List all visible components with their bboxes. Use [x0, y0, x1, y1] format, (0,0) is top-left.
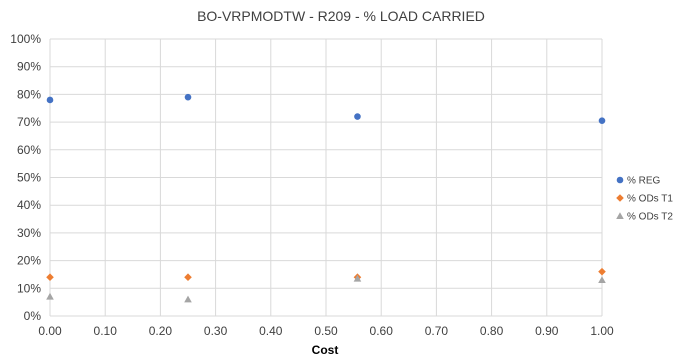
x-tick-label: 1.00: [590, 324, 614, 338]
y-tick-label: 20%: [17, 254, 41, 268]
data-point: [46, 273, 54, 282]
data-points: [46, 93, 606, 303]
y-tick-label: 0%: [24, 309, 42, 323]
x-tick-label: 0.00: [38, 324, 62, 338]
legend-marker-diamond: [616, 194, 624, 202]
x-tick-label: 0.60: [370, 324, 394, 338]
legend: % REG % ODs T1 % ODs T2: [616, 176, 673, 223]
legend-marker-circle: [616, 176, 624, 184]
y-tick-label: 10%: [17, 281, 41, 295]
y-tick-label: 100%: [10, 32, 41, 46]
data-point: [184, 273, 192, 282]
data-point: [598, 117, 606, 125]
data-point: [184, 295, 192, 303]
x-tick-label: 0.10: [94, 324, 118, 338]
data-point: [598, 267, 606, 276]
grid: [49, 38, 603, 317]
y-tick-label: 70%: [17, 115, 41, 129]
y-tick-label: 90%: [17, 60, 41, 74]
x-tick-label: 0.90: [535, 324, 559, 338]
x-tick-label: 0.40: [259, 324, 283, 338]
y-tick-label: 80%: [17, 87, 41, 101]
legend-marker-triangle: [616, 212, 624, 220]
data-point: [598, 276, 606, 284]
data-point: [353, 274, 362, 282]
x-axis-label: Cost: [312, 343, 339, 357]
data-point: [184, 93, 192, 101]
legend-label: % REG: [627, 176, 661, 187]
y-tick-label: 50%: [17, 171, 41, 185]
y-axis-ticks: 0% 10% 20% 30% 40% 50% 60% 70% 80% 90% 100%: [10, 32, 41, 323]
data-point: [354, 113, 361, 120]
y-tick-label: 30%: [17, 226, 41, 240]
x-tick-label: 0.50: [314, 324, 338, 338]
x-tick-label: 0.70: [425, 324, 449, 338]
data-point: [46, 96, 54, 104]
x-tick-label: 0.20: [149, 324, 173, 338]
x-tick-label: 0.80: [480, 324, 504, 338]
legend-label: % ODs T2: [627, 212, 673, 223]
x-tick-label: 0.30: [204, 324, 228, 338]
chart-title: BO-VRPMODTW - R209 - % LOAD CARRIED: [197, 8, 485, 24]
legend-label: % ODs T1: [627, 194, 673, 205]
y-tick-label: 40%: [17, 198, 41, 212]
y-tick-label: 60%: [17, 143, 41, 157]
x-axis-ticks: 0.00 0.10 0.20 0.30 0.40 0.50 0.60 0.70 0.80 0.90…: [38, 324, 614, 338]
data-point: [46, 292, 54, 300]
